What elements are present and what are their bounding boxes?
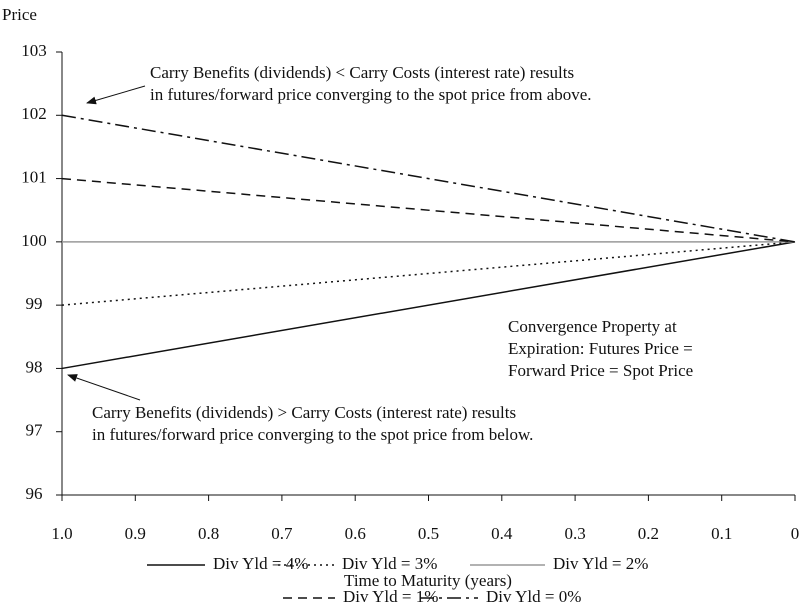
legend-label: Div Yld = 0% <box>486 587 581 606</box>
annotation: Carry Benefits (dividends) > Carry Costs… <box>92 403 516 422</box>
x-tick-label: 0.4 <box>491 524 513 543</box>
y-tick-label: 98 <box>26 357 43 376</box>
series-line <box>61 114 796 243</box>
x-tick-label: 0.3 <box>564 524 585 543</box>
legend-label: Div Yld = 4% <box>213 554 308 573</box>
x-tick-label: 1.0 <box>51 524 72 543</box>
series-line <box>61 177 796 243</box>
annotation: Convergence Property at <box>508 317 677 336</box>
legend-label: Div Yld = 1% <box>343 587 438 606</box>
arrow <box>67 374 141 401</box>
y-tick-label: 99 <box>26 294 43 313</box>
annotation: in futures/forward price converging to t… <box>92 425 533 444</box>
x-tick-label: 0.7 <box>271 524 293 543</box>
x-tick-label: 0.9 <box>125 524 146 543</box>
y-tick-label: 102 <box>21 104 47 123</box>
x-tick-label: 0.8 <box>198 524 219 543</box>
arrow <box>86 85 146 105</box>
y-tick-label: 96 <box>26 484 43 503</box>
annotation: Carry Benefits (dividends) < Carry Costs… <box>150 63 574 82</box>
series-line <box>61 241 796 370</box>
y-tick-label: 97 <box>26 421 44 440</box>
y-tick-label: 100 <box>21 231 47 250</box>
x-tick-label: 0.6 <box>345 524 366 543</box>
series-line <box>61 241 796 306</box>
annotation: in futures/forward price converging to t… <box>150 85 592 104</box>
x-tick-label: 0.1 <box>711 524 732 543</box>
y-axis-label: Price <box>2 5 37 24</box>
x-axis-label: Time to Maturity (years) <box>344 571 512 590</box>
legend-label: Div Yld = 2% <box>553 554 648 573</box>
x-tick-label: 0.5 <box>418 524 439 543</box>
x-tick-label: 0.2 <box>638 524 659 543</box>
annotation: Forward Price = Spot Price <box>508 361 693 380</box>
annotation: Expiration: Futures Price = <box>508 339 693 358</box>
y-tick-label: 101 <box>21 167 47 186</box>
y-tick-label: 103 <box>21 41 47 60</box>
x-tick-label: 0 <box>791 524 800 543</box>
legend-label: Div Yld = 3% <box>342 554 437 573</box>
